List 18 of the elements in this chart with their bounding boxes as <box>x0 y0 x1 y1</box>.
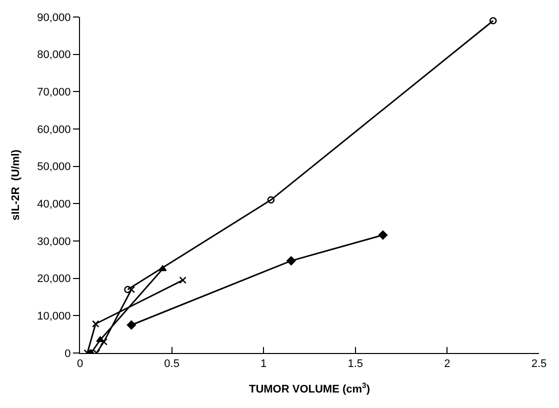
x-tick-label: 1 <box>260 358 267 370</box>
x-tick-label: 2 <box>444 358 450 370</box>
y-axis-title: sIL-2R (U/ml) <box>10 149 22 220</box>
y-tick-label: 90,000 <box>37 12 71 24</box>
y-tick-label: 30,000 <box>37 236 71 248</box>
y-tick-label: 80,000 <box>37 49 71 62</box>
x-tick-label: 1.5 <box>348 358 364 370</box>
y-tick-label: 60,000 <box>37 124 71 136</box>
y-tick-label: 0 <box>64 348 71 360</box>
y-tick-label: 10,000 <box>37 310 71 323</box>
y-tick-label: 70,000 <box>37 86 71 99</box>
x-axis-title: TUMOR VOLUME (cm$^{3}$) <box>248 380 370 396</box>
x-tick-label: 0.5 <box>164 358 180 370</box>
y-tick-label: 20,000 <box>37 273 71 286</box>
x-tick-label: 2.5 <box>531 358 547 370</box>
y-tick-label: 50,000 <box>37 161 71 174</box>
y-tick-label: 40,000 <box>37 198 71 211</box>
x-tick-label: 0 <box>76 358 84 370</box>
